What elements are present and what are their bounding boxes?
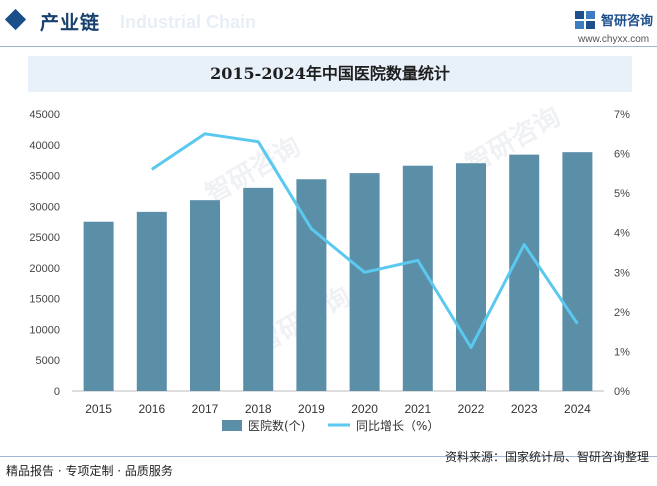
x-axis-tick-label: 2020 [351,402,378,416]
x-axis-tick-label: 2021 [404,402,431,416]
header-divider [0,46,657,47]
left-axis-tick-label: 0 [54,386,60,398]
chart-title: 2015-2024年中国医院数量统计 [210,64,450,83]
right-axis-tick-label: 2% [614,307,630,319]
left-axis-tick-label: 5000 [36,355,60,367]
left-axis-tick-label: 40000 [29,140,60,152]
bar [456,163,486,391]
bar [509,154,540,391]
bar [190,200,220,391]
x-axis-tick-label: 2016 [138,402,165,416]
footer-divider [0,456,657,457]
watermark-english: Industrial Chain [120,12,257,32]
chart-area: 0 5000 10000 15000 20000 25000 30000 35000 40000… [29,109,630,433]
right-axis-tick-label: 3% [614,267,630,279]
x-axis-tick-label: 2018 [245,402,272,416]
left-axis-tick-label: 15000 [29,294,60,306]
brand-name: 智研咨询 [601,14,654,29]
left-axis-tick-label: 30000 [29,201,60,213]
legend-label-bar: 医院数(个) [248,418,305,433]
right-axis-tick-label: 5% [614,188,630,200]
legend-label-line: 同比增长（%） [356,419,439,433]
left-axis-tick-label: 45000 [29,109,60,121]
x-axis-tick-label: 2022 [458,402,485,416]
left-axis-tick-label: 20000 [29,263,60,275]
diamond-icon [4,8,27,31]
bar [136,211,167,391]
bar [243,187,274,391]
right-axis-tick-label: 0% [614,386,630,398]
x-axis-tick-label: 2017 [192,402,219,416]
right-axis-tick-label: 1% [614,346,630,358]
chart-title-band: 2015-2024年中国医院数量统计 [28,56,632,92]
brand-logo-icon [575,11,595,29]
x-axis-tick-label: 2019 [298,402,325,416]
right-axis-tick-label: 6% [614,149,630,161]
footer-source: 资料来源：国家统计局、智研咨询整理 [444,450,649,464]
left-axis-tick-label: 35000 [29,171,60,183]
x-axis-tick-label: 2023 [511,402,538,416]
right-axis-tick-label: 7% [614,109,630,121]
brand-url: www.chyxx.com [578,34,650,45]
bar [562,152,593,391]
legend-swatch-bar [222,420,242,431]
section-title: 产业链 [40,12,101,34]
x-axis-tick-label: 2015 [85,402,112,416]
footer-tagline: 精品报告 · 专项定制 · 品质服务 [6,464,173,478]
left-axis-tick-label: 25000 [29,232,60,244]
header: 产业链 Industrial Chain 智研咨询 www.chyxx.com [0,0,657,45]
bar [83,221,114,391]
x-axis-tick-label: 2024 [564,402,591,416]
right-axis-tick-label: 4% [614,228,630,240]
bar [349,173,380,391]
left-axis-tick-label: 10000 [29,324,60,336]
growth-line [150,132,579,349]
